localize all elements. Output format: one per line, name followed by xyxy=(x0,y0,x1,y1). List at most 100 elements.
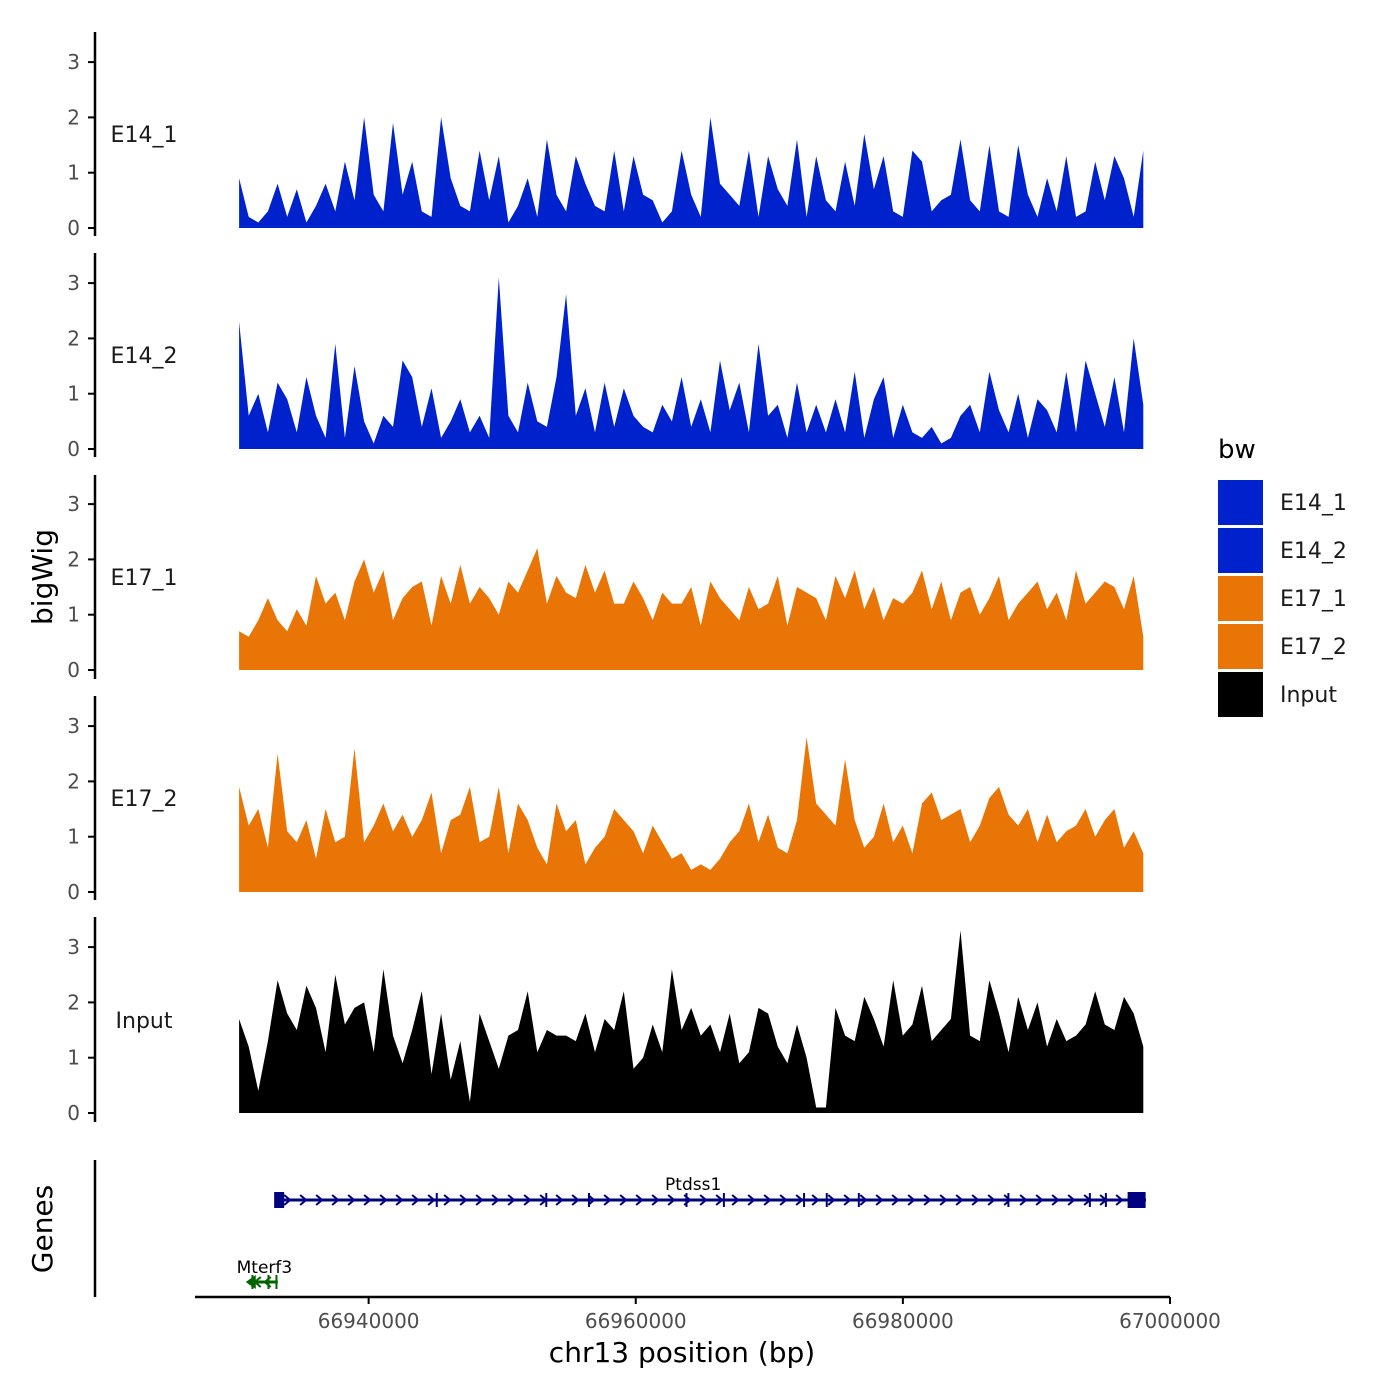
gene-label-mterf3: Mterf3 xyxy=(237,1258,293,1278)
strand-chevron xyxy=(411,1194,420,1206)
exon-mark xyxy=(857,1193,860,1207)
signal-area-e14-2 xyxy=(239,277,1144,449)
exon-mark xyxy=(588,1193,591,1207)
strand-chevron xyxy=(747,1194,756,1206)
track-label-e17-2: E17_2 xyxy=(111,787,178,812)
exon-mark xyxy=(435,1193,438,1207)
strand-chevron xyxy=(923,1194,932,1206)
y-tick-label: 0 xyxy=(67,880,80,904)
strand-chevron xyxy=(907,1194,916,1206)
y-tick-label: 3 xyxy=(67,50,80,74)
y-tick-label: 2 xyxy=(67,105,80,129)
y-tick-label: 1 xyxy=(67,825,80,849)
gene-ptdss1 xyxy=(274,1192,1146,1208)
strand-chevron xyxy=(459,1194,468,1206)
y-tick-label: 0 xyxy=(67,216,80,240)
track-label-input: Input xyxy=(116,1009,173,1034)
strand-chevron xyxy=(1067,1194,1076,1206)
track-panel-e17-1: 0 1 2 3 E17_1 xyxy=(67,475,1144,682)
strand-chevron xyxy=(971,1194,980,1206)
x-tick-label: 67000000 xyxy=(1119,1309,1221,1333)
strand-chevron xyxy=(507,1194,516,1206)
strand-chevron xyxy=(763,1194,772,1206)
strand-chevron xyxy=(1019,1194,1028,1206)
strand-chevron xyxy=(363,1194,372,1206)
strand-chevron xyxy=(843,1194,852,1206)
x-axis-ticks xyxy=(367,1297,1171,1304)
y-tick-label: 1 xyxy=(67,382,80,406)
strand-chevron xyxy=(331,1194,340,1206)
legend-swatch xyxy=(1218,480,1263,525)
legend-entry-e14-2: E14_2 xyxy=(1218,528,1347,573)
track-panel-e14-1: 0 1 2 3 E14_1 xyxy=(67,32,1144,240)
y-tick-label: 0 xyxy=(67,658,80,682)
track-panel-input: 0 1 2 3 Input xyxy=(67,917,1144,1125)
strand-chevron xyxy=(315,1194,324,1206)
strand-chevron xyxy=(475,1194,484,1206)
legend-entry-e17-2: E17_2 xyxy=(1218,624,1347,669)
exon-mark xyxy=(803,1193,806,1207)
exon-mark xyxy=(275,1275,278,1289)
legend-title: bw xyxy=(1218,435,1256,465)
strand-chevron xyxy=(395,1194,404,1206)
signal-area-e17-2 xyxy=(239,737,1144,892)
track-panel-e14-2: 0 1 2 3 E14_2 xyxy=(67,253,1144,461)
strand-chevron xyxy=(1003,1194,1012,1206)
x-tick-label: 66980000 xyxy=(852,1309,954,1333)
strand-chevron xyxy=(955,1194,964,1206)
legend-label: E14_1 xyxy=(1280,491,1347,516)
strand-arrowhead xyxy=(245,1275,256,1289)
legend-swatch xyxy=(1218,672,1263,717)
legend-swatch xyxy=(1218,624,1263,669)
strand-chevron xyxy=(651,1194,660,1206)
strand-chevron xyxy=(699,1194,708,1206)
gene-mterf3 xyxy=(245,1275,278,1289)
legend-label: E17_2 xyxy=(1280,635,1347,660)
y-tick-label: 0 xyxy=(67,1101,80,1125)
y-tick-label: 1 xyxy=(67,1046,80,1070)
track-label-e14-2: E14_2 xyxy=(111,344,178,369)
strand-chevron xyxy=(299,1194,308,1206)
track-label-e17-1: E17_1 xyxy=(111,566,178,591)
strand-chevron xyxy=(987,1194,996,1206)
strand-chevron xyxy=(603,1194,612,1206)
y-axis-ticks: 0 1 2 3 xyxy=(67,50,95,240)
legend-label: E14_2 xyxy=(1280,539,1347,564)
y-tick-label: 0 xyxy=(67,437,80,461)
legend-swatch xyxy=(1218,528,1263,573)
strand-chevron xyxy=(795,1194,804,1206)
y-tick-label: 2 xyxy=(67,326,80,350)
strand-chevron xyxy=(283,1194,292,1206)
strand-chevron xyxy=(379,1194,388,1206)
strand-chevron xyxy=(827,1194,836,1206)
legend: bw E14_1 E14_2 E17_1 E17_2 Input xyxy=(1218,435,1347,717)
y-tick-label: 3 xyxy=(67,714,80,738)
y-tick-label: 3 xyxy=(67,935,80,959)
exon-mark xyxy=(274,1192,285,1208)
track-label-e14-1: E14_1 xyxy=(111,123,178,148)
strand-chevron xyxy=(571,1194,580,1206)
strand-chevron xyxy=(1051,1194,1060,1206)
legend-entry-input: Input xyxy=(1218,672,1337,717)
strand-chevron xyxy=(427,1194,436,1206)
y-tick-label: 1 xyxy=(67,603,80,627)
strand-chevron xyxy=(731,1194,740,1206)
strand-chevron xyxy=(523,1194,532,1206)
legend-entry-e14-1: E14_1 xyxy=(1218,480,1347,525)
genes-panel: Genes Ptdss1 Mterf3 xyxy=(26,1160,1146,1297)
legend-label: Input xyxy=(1280,683,1337,708)
y-tick-label: 3 xyxy=(67,271,80,295)
strand-chevron xyxy=(811,1194,820,1206)
signal-area-input xyxy=(239,930,1144,1113)
x-tick-label: 66940000 xyxy=(318,1309,420,1333)
y-axis-ticks: 0 1 2 3 xyxy=(67,271,95,461)
strand-chevron xyxy=(619,1194,628,1206)
strand-chevron xyxy=(587,1194,596,1206)
exon-mark xyxy=(722,1193,725,1207)
strand-chevron xyxy=(1115,1194,1124,1206)
x-axis: 66940000 66960000 66980000 67000000 chr1… xyxy=(195,1295,1221,1369)
signal-area-e14-1 xyxy=(239,117,1144,228)
strand-chevron xyxy=(555,1194,564,1206)
signal-area-e17-1 xyxy=(239,548,1144,670)
